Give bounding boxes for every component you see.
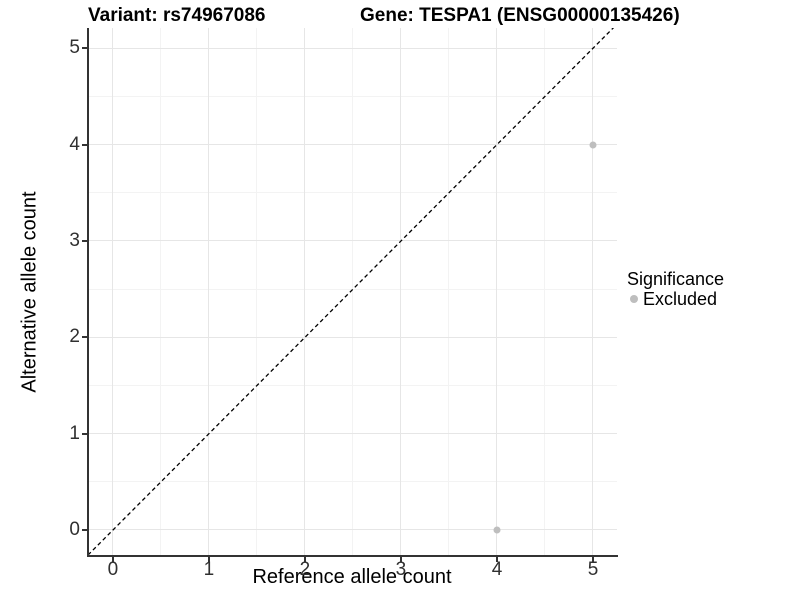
y-axis-tick (82, 432, 87, 435)
x-major-gridline (496, 28, 498, 556)
x-minor-gridline (544, 28, 546, 556)
y-axis-title: Alternative allele count (18, 191, 41, 393)
x-minor-gridline (160, 28, 162, 556)
y-minor-gridline (88, 481, 617, 483)
y-tick-label: 2 (69, 326, 80, 348)
plot-panel (88, 28, 617, 556)
x-tick-label: 3 (395, 559, 407, 580)
y-major-gridline (88, 529, 617, 531)
y-minor-gridline (88, 192, 617, 194)
legend: Significance Excluded (627, 269, 724, 309)
y-major-gridline (88, 433, 617, 435)
y-axis-tick (82, 528, 87, 531)
x-axis-tick (591, 557, 594, 562)
x-major-gridline (112, 28, 114, 556)
x-axis-tick (399, 557, 402, 562)
y-major-gridline (88, 144, 617, 146)
y-tick-label: 5 (69, 37, 80, 59)
y-minor-gridline (88, 384, 617, 386)
y-tick-label: 4 (69, 133, 80, 155)
legend-item-excluded: Excluded (627, 289, 724, 309)
x-minor-gridline (256, 28, 258, 556)
plot-title-variant: Variant: rs74967086 (88, 5, 266, 26)
x-tick-label: 2 (299, 559, 311, 580)
legend-item-label: Excluded (643, 289, 718, 309)
data-point (493, 526, 501, 534)
x-tick-label: 0 (107, 559, 119, 580)
y-axis-tick (82, 143, 87, 146)
x-minor-gridline (352, 28, 354, 556)
legend-title: Significance (627, 269, 725, 289)
x-major-gridline (400, 28, 402, 556)
y-minor-gridline (88, 95, 617, 97)
x-tick-label: 5 (587, 559, 599, 580)
y-tick-label: 0 (69, 518, 80, 540)
identity-reference-line (88, 28, 615, 556)
excluded-point-icon (630, 295, 638, 303)
x-tick-label: 4 (491, 559, 503, 580)
x-axis-tick (495, 557, 498, 562)
x-axis-tick (303, 557, 306, 562)
y-axis-tick (82, 239, 87, 242)
data-point (589, 141, 597, 149)
y-major-gridline (88, 336, 617, 338)
x-axis-tick (111, 557, 114, 562)
y-tick-label: 3 (69, 229, 80, 251)
y-axis-line (87, 28, 89, 557)
x-minor-gridline (448, 28, 450, 556)
y-axis-tick (82, 336, 87, 339)
x-axis-line (87, 555, 618, 557)
x-major-gridline (592, 28, 594, 556)
y-minor-gridline (88, 288, 617, 290)
y-major-gridline (88, 240, 617, 242)
x-major-gridline (304, 28, 306, 556)
x-axis-title: Reference allele count (252, 566, 452, 588)
plot-title-gene: Gene: TESPA1 (ENSG00000135426) (360, 5, 680, 26)
y-axis-tick (82, 47, 87, 50)
x-tick-label: 1 (203, 559, 215, 580)
x-axis-tick (207, 557, 210, 562)
x-major-gridline (208, 28, 210, 556)
y-tick-label: 1 (69, 422, 80, 444)
y-major-gridline (88, 47, 617, 49)
